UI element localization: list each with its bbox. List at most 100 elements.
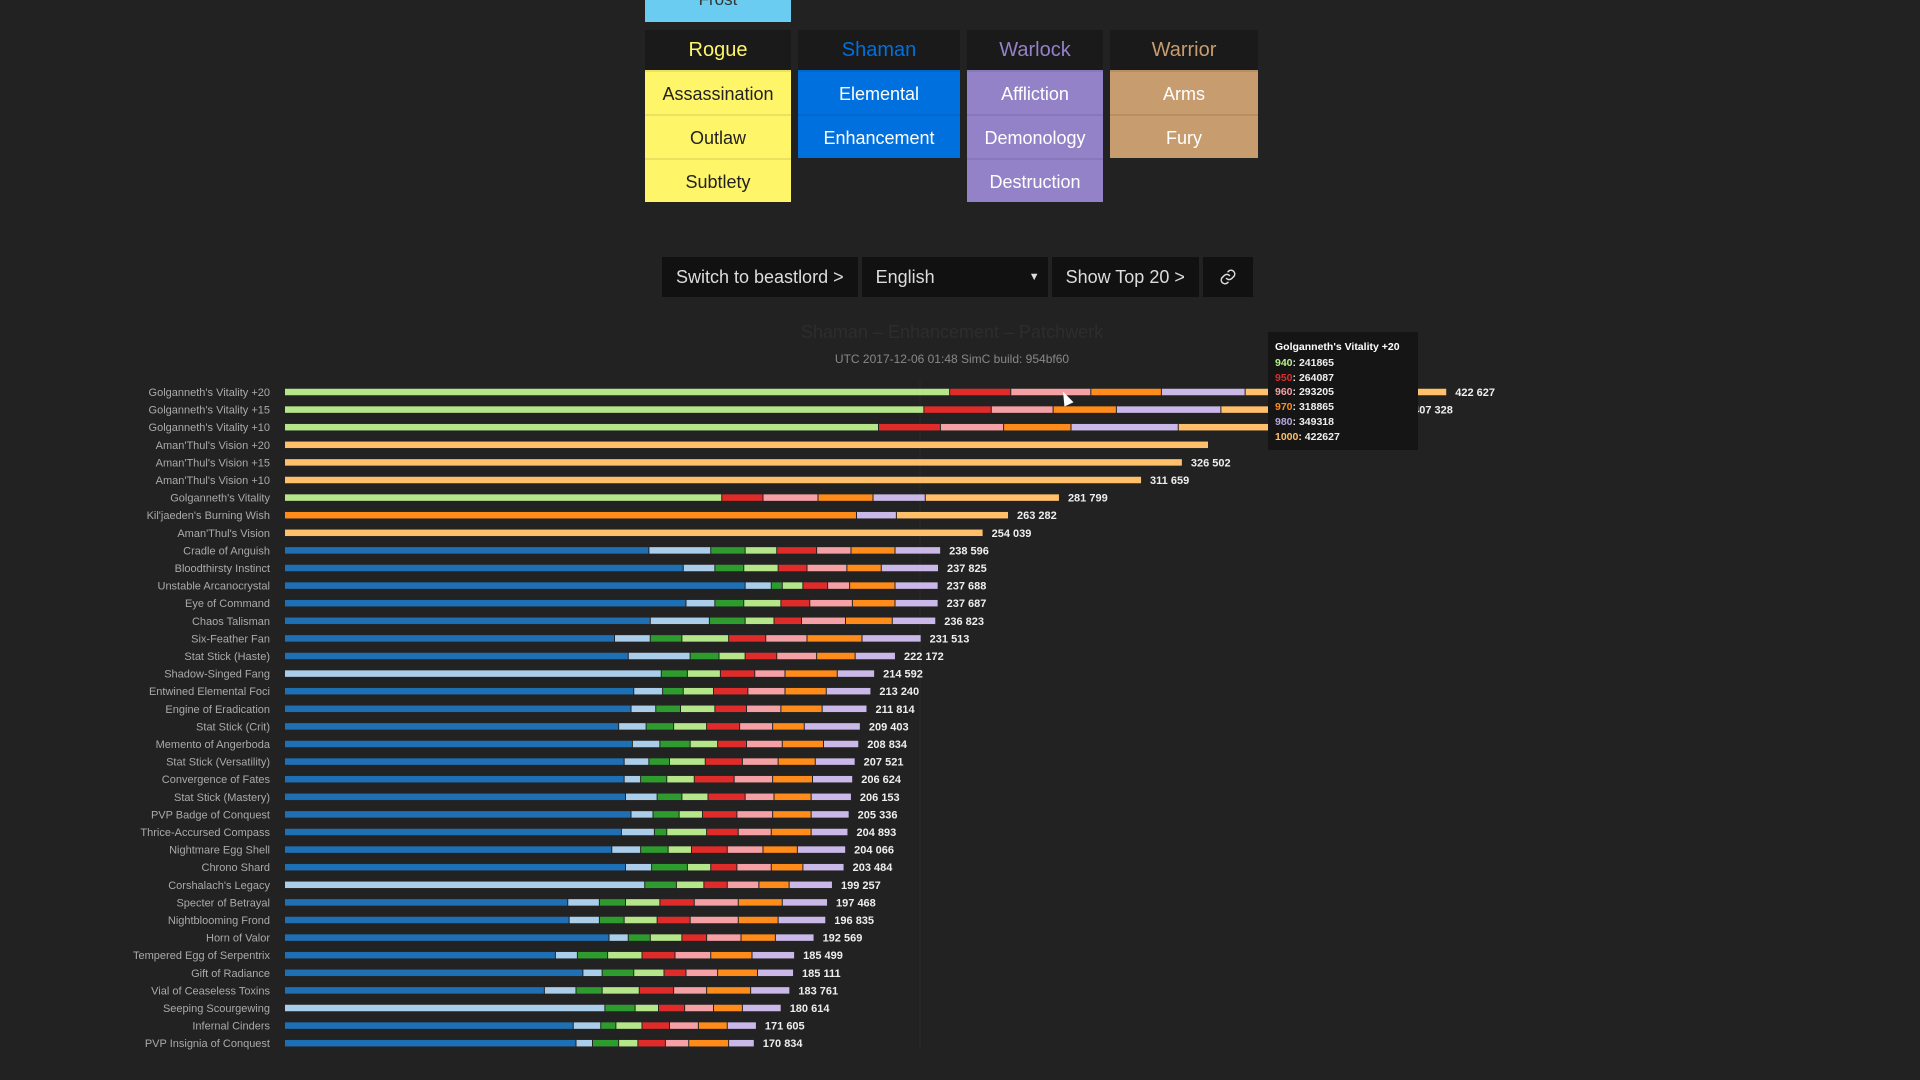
bar-segment[interactable] xyxy=(742,758,778,765)
bar-segment[interactable] xyxy=(774,617,802,625)
bar-segment[interactable] xyxy=(815,758,855,765)
bar-segment[interactable] xyxy=(773,811,811,818)
bar-segment[interactable] xyxy=(682,635,729,642)
bar-segment[interactable] xyxy=(781,599,810,607)
bar-segment[interactable] xyxy=(1053,406,1116,413)
bar-segment[interactable] xyxy=(628,934,650,941)
bar-segment[interactable] xyxy=(715,564,744,572)
bar-segment[interactable] xyxy=(682,934,707,941)
bar-segment[interactable] xyxy=(624,758,649,765)
bar-segment[interactable] xyxy=(896,511,1009,519)
bar-segment[interactable] xyxy=(991,406,1053,413)
spec-button-arms[interactable]: Arms xyxy=(1110,70,1258,114)
bar-segment[interactable] xyxy=(775,934,814,941)
bar-segment[interactable] xyxy=(690,652,719,660)
spec-button-assassination[interactable]: Assassination xyxy=(645,70,791,114)
bar-segment[interactable] xyxy=(745,652,777,660)
bar-segment[interactable] xyxy=(285,934,609,941)
bar-segment[interactable] xyxy=(692,846,727,853)
bar-segment[interactable] xyxy=(285,1004,605,1012)
bar-segment[interactable] xyxy=(804,723,860,730)
bar-segment[interactable] xyxy=(285,740,632,748)
bar-segment[interactable] xyxy=(285,723,619,730)
bar-segment[interactable] xyxy=(925,494,1059,501)
bar-segment[interactable] xyxy=(759,881,789,889)
bar-segment[interactable] xyxy=(1071,423,1178,431)
bar-segment[interactable] xyxy=(681,705,715,713)
bar-segment[interactable] xyxy=(803,582,828,589)
bar-segment[interactable] xyxy=(544,987,576,994)
bar-segment[interactable] xyxy=(675,951,711,959)
bar-segment[interactable] xyxy=(813,775,853,783)
bar-segment[interactable] xyxy=(785,687,826,695)
bar-segment[interactable] xyxy=(285,423,878,431)
bar-segment[interactable] xyxy=(670,1022,698,1029)
bar-segment[interactable] xyxy=(763,846,797,853)
bar-segment[interactable] xyxy=(667,775,694,783)
spec-button-elemental[interactable]: Elemental xyxy=(798,70,960,114)
bar-segment[interactable] xyxy=(752,951,795,959)
bar-segment[interactable] xyxy=(682,793,708,801)
bar-segment[interactable] xyxy=(1091,388,1161,396)
bar-segment[interactable] xyxy=(285,881,645,889)
language-select[interactable]: English ▼ xyxy=(861,257,1048,297)
bar-segment[interactable] xyxy=(738,828,771,836)
bar-segment[interactable] xyxy=(645,881,676,889)
bar-segment[interactable] xyxy=(646,723,674,730)
bar-segment[interactable] xyxy=(824,740,859,748)
frost-spec-tab[interactable]: Frost xyxy=(645,0,791,22)
spec-button-fury[interactable]: Fury xyxy=(1110,114,1258,158)
bar-segment[interactable] xyxy=(583,969,602,977)
bar-segment[interactable] xyxy=(738,899,782,906)
bar-segment[interactable] xyxy=(745,582,771,589)
bar-segment[interactable] xyxy=(850,582,895,589)
bar-segment[interactable] xyxy=(862,635,921,642)
bar-segment[interactable] xyxy=(881,564,939,572)
bar-segment[interactable] xyxy=(777,652,817,660)
bar-segment[interactable] xyxy=(811,811,849,818)
bar-segment[interactable] xyxy=(707,934,741,941)
bar-segment[interactable] xyxy=(719,652,745,660)
bar-segment[interactable] xyxy=(285,828,621,836)
bar-segment[interactable] xyxy=(285,846,612,853)
bar-segment[interactable] xyxy=(711,863,737,871)
bar-segment[interactable] xyxy=(771,863,803,871)
bar-segment[interactable] xyxy=(789,881,832,889)
bar-segment[interactable] xyxy=(641,846,668,853)
bar-segment[interactable] xyxy=(778,564,807,572)
bar-segment[interactable] xyxy=(685,1004,713,1012)
bar-segment[interactable] xyxy=(674,723,707,730)
bar-segment[interactable] xyxy=(593,1039,619,1047)
bar-segment[interactable] xyxy=(657,793,682,801)
bar-segment[interactable] xyxy=(619,1039,638,1047)
bar-segment[interactable] xyxy=(601,1022,616,1029)
bar-segment[interactable] xyxy=(285,582,745,589)
bar-segment[interactable] xyxy=(631,705,656,713)
bar-segment[interactable] xyxy=(773,775,812,783)
show-top-button[interactable]: Show Top 20 > xyxy=(1051,257,1199,297)
bar-segment[interactable] xyxy=(621,828,654,836)
bar-segment[interactable] xyxy=(774,793,811,801)
bar-segment[interactable] xyxy=(285,775,624,783)
bar-segment[interactable] xyxy=(660,899,694,906)
bar-segment[interactable] xyxy=(285,916,569,924)
bar-segment[interactable] xyxy=(751,987,790,994)
bar-segment[interactable] xyxy=(624,916,657,924)
bar-segment[interactable] xyxy=(846,617,892,625)
bar-segment[interactable] xyxy=(624,775,641,783)
bar-segment[interactable] xyxy=(837,670,875,677)
bar-segment[interactable] xyxy=(689,1039,729,1047)
bar-segment[interactable] xyxy=(634,969,664,977)
bar-segment[interactable] xyxy=(686,599,715,607)
bar-segment[interactable] xyxy=(652,863,687,871)
bar-segment[interactable] xyxy=(718,969,757,977)
bar-segment[interactable] xyxy=(720,670,755,677)
permalink-button[interactable] xyxy=(1202,257,1253,297)
bar-segment[interactable] xyxy=(674,987,707,994)
bar-segment[interactable] xyxy=(664,969,686,977)
bar-segment[interactable] xyxy=(737,811,773,818)
bar-segment[interactable] xyxy=(771,582,782,589)
bar-segment[interactable] xyxy=(707,723,740,730)
bar-segment[interactable] xyxy=(704,881,727,889)
bar-segment[interactable] xyxy=(615,635,650,642)
